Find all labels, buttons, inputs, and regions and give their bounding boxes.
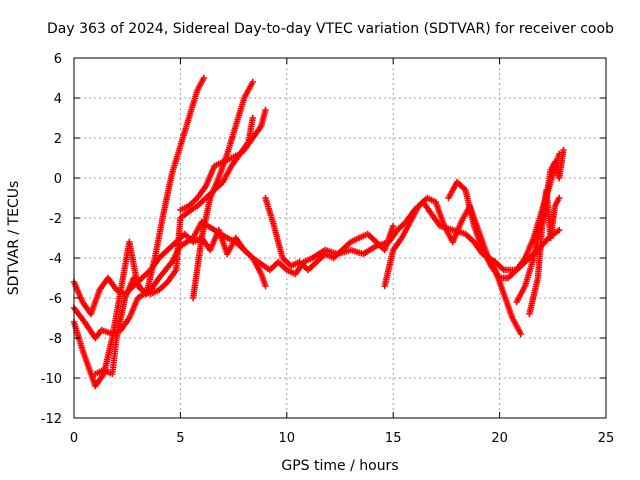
- y-tick-label: -10: [41, 372, 62, 387]
- data-points: [70, 74, 567, 390]
- x-tick-label: 25: [598, 431, 615, 446]
- y-tick-label: -6: [49, 292, 62, 307]
- y-tick-label: 4: [54, 92, 62, 107]
- series-pass-3: [70, 226, 269, 318]
- y-tick-label: 6: [54, 52, 62, 67]
- series-pass-7: [262, 194, 397, 274]
- y-axis-label: SDTVAR / TECUs: [6, 181, 22, 296]
- data-point: [262, 282, 269, 290]
- series-pass-6: [189, 78, 256, 302]
- data-point: [555, 226, 563, 234]
- x-tick-label: 20: [491, 431, 508, 446]
- data-point: [249, 114, 256, 122]
- data-point: [262, 106, 269, 114]
- x-tick-label: 0: [70, 431, 78, 446]
- x-tick-label: 10: [279, 431, 296, 446]
- plot-area-border: [73, 57, 607, 419]
- x-axis-label: GPS time / hours: [281, 458, 398, 474]
- data-point: [560, 146, 567, 154]
- y-tick-label: -12: [41, 412, 62, 427]
- y-tick-label: 0: [54, 172, 62, 187]
- data-point: [200, 74, 208, 82]
- axis-ticks: 0 5 10 15 20 25 -12 -10 -8 -6 -4 -2 0 2 4 6: [41, 52, 615, 446]
- y-tick-label: -4: [49, 252, 62, 267]
- y-tick-label: -8: [49, 332, 62, 347]
- grid: [74, 58, 606, 418]
- x-tick-label: 5: [176, 431, 184, 446]
- data-point: [517, 330, 525, 338]
- y-tick-label: -2: [49, 212, 62, 227]
- x-tick-label: 15: [385, 431, 402, 446]
- series-pass-11: [526, 146, 567, 318]
- y-tick-label: 2: [54, 132, 62, 147]
- data-point: [390, 222, 397, 230]
- data-point: [249, 78, 256, 86]
- data-point: [555, 194, 563, 202]
- series-pass-5: [177, 106, 269, 214]
- chart-title: Day 363 of 2024, Sidereal Day-to-day VTE…: [47, 21, 614, 37]
- series-pass-1: [70, 198, 563, 342]
- series-pass-2: [70, 74, 208, 390]
